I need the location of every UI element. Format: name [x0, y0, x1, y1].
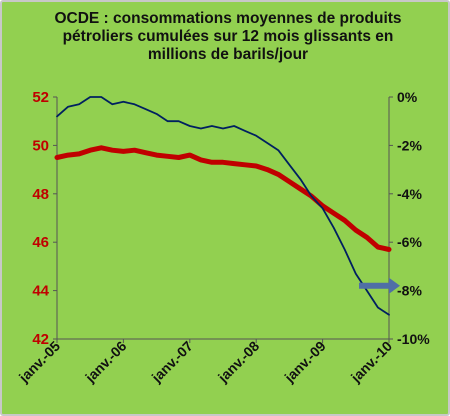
y-right-tick-label: -2% — [397, 137, 422, 153]
series-line-left-axis — [54, 145, 392, 252]
x-tick-label: janv.-06 — [81, 338, 129, 386]
x-tick-label: janv.-10 — [347, 338, 395, 386]
y-right-tick-label: -8% — [397, 283, 422, 299]
y-left-tick-label: 44 — [32, 283, 49, 300]
chart-title-line: millions de barils/jour — [147, 46, 309, 63]
x-tick-label: janv.-07 — [148, 338, 196, 386]
chart-title-line: pétroliers cumulées sur 12 mois glissant… — [62, 28, 394, 45]
chart-title-line: OCDE : consommations moyennes de produit… — [54, 10, 402, 27]
y-left-tick-label: 46 — [32, 234, 49, 251]
chart-title: OCDE : consommations moyennes de produit… — [42, 10, 414, 64]
x-tick-label: janv.-09 — [281, 338, 329, 386]
y-left-tick-label: 50 — [32, 137, 49, 154]
y-left-tick-label: 52 — [32, 89, 49, 106]
y-right-tick-label: -10% — [397, 331, 430, 347]
annotation-arrow-head — [389, 277, 400, 294]
x-tick-label: janv.-08 — [214, 338, 262, 386]
y-right-tick-label: -4% — [397, 186, 422, 202]
y-right-tick-label: -6% — [397, 234, 422, 250]
series-line-right-axis — [56, 96, 390, 316]
y-left-tick-label: 42 — [32, 331, 49, 348]
y-right-tick-label: 0% — [397, 89, 418, 105]
annotation-arrow-shaft — [359, 282, 389, 289]
y-left-tick-label: 48 — [32, 186, 49, 203]
